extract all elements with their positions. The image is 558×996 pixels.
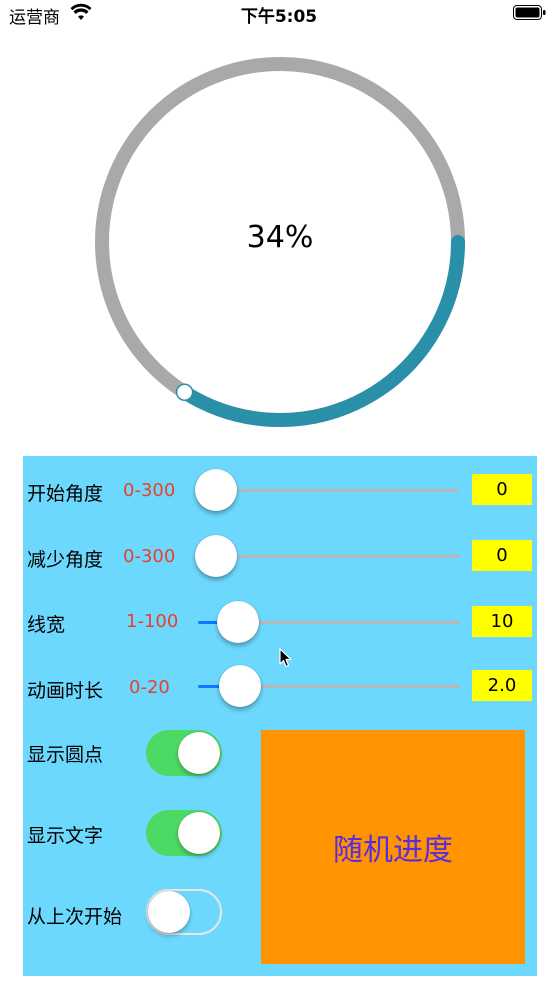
- reduce-angle-label: 减少角度: [27, 549, 104, 571]
- anim-duration-label: 动画时长: [27, 680, 104, 702]
- random-progress-button[interactable]: 随机进度: [261, 730, 525, 964]
- start-angle-slider-thumb[interactable]: [195, 469, 237, 511]
- anim-duration-range: 0-20: [129, 677, 170, 698]
- resume-last-switch-knob: [148, 891, 190, 933]
- carrier-label: 运营商: [9, 8, 60, 28]
- show-text-switch[interactable]: [146, 810, 222, 856]
- mouse-cursor-icon: [279, 648, 292, 668]
- show-text-label: 显示文字: [27, 825, 104, 847]
- show-text-switch-knob: [178, 812, 220, 854]
- line-width-range: 1-100: [126, 611, 179, 632]
- progress-arc: [177, 235, 465, 427]
- line-width-label: 线宽: [27, 614, 66, 636]
- start-angle-label: 开始角度: [27, 483, 104, 505]
- reduce-angle-value: 0: [472, 540, 532, 571]
- anim-duration-value: 2.0: [472, 670, 532, 701]
- start-angle-range: 0-300: [123, 480, 176, 501]
- show-dot-switch[interactable]: [146, 730, 222, 776]
- progress-ring: [95, 57, 465, 427]
- line-width-value: 10: [472, 606, 532, 637]
- progress-dot: [175, 383, 194, 402]
- resume-last-switch[interactable]: [146, 889, 222, 935]
- reduce-angle-range: 0-300: [123, 546, 176, 567]
- resume-last-label: 从上次开始: [27, 906, 123, 928]
- anim-duration-slider-thumb[interactable]: [219, 665, 261, 707]
- circular-progress: 34%: [95, 57, 465, 427]
- start-angle-slider[interactable]: [198, 489, 460, 492]
- progress-percent-label: 34%: [246, 220, 314, 255]
- battery-icon: [513, 5, 546, 20]
- wifi-icon: [70, 3, 92, 20]
- control-panel: 开始角度 0-300 0 减少角度 0-300 0 线宽 1-100 10 动画…: [23, 456, 537, 976]
- show-dot-label: 显示圆点: [27, 744, 104, 766]
- start-angle-value: 0: [472, 474, 532, 505]
- reduce-angle-slider-thumb[interactable]: [195, 535, 237, 577]
- status-bar: 运营商 下午5:05: [0, 0, 558, 28]
- reduce-angle-slider[interactable]: [198, 555, 460, 558]
- line-width-slider-thumb[interactable]: [216, 601, 259, 643]
- status-time: 下午5:05: [240, 7, 318, 27]
- show-dot-switch-knob: [178, 732, 220, 774]
